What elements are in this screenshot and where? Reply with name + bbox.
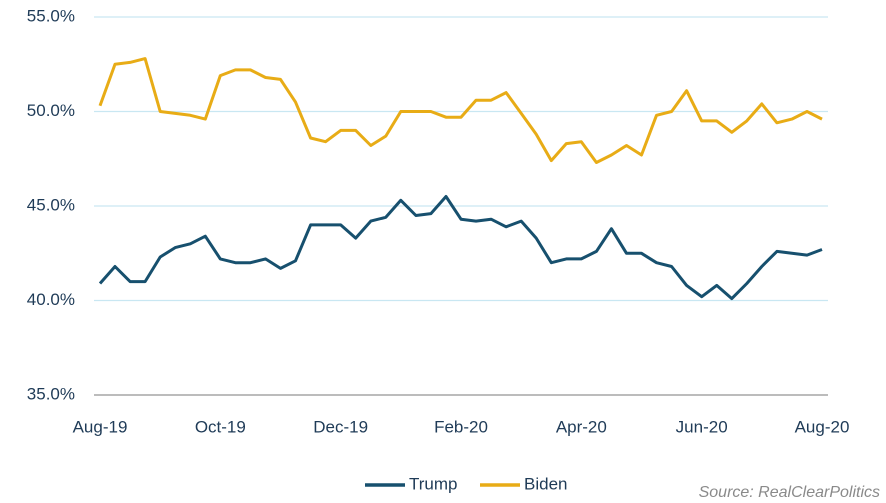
y-tick-label: 40.0% — [27, 290, 75, 309]
x-tick-label: Apr-20 — [556, 417, 607, 436]
legend-label: Biden — [524, 474, 567, 493]
x-tick-label: Dec-19 — [313, 417, 368, 436]
series-line — [98, 57, 823, 164]
legend-label: Trump — [409, 474, 458, 493]
y-tick-label: 55.0% — [27, 6, 75, 25]
x-tick-label: Feb-20 — [434, 417, 488, 436]
x-tick-label: Jun-20 — [676, 417, 728, 436]
y-tick-label: 35.0% — [27, 384, 75, 403]
y-tick-label: 45.0% — [27, 195, 75, 214]
x-tick-label: Aug-19 — [73, 417, 128, 436]
source-note: Source: RealClearPolitics — [699, 484, 880, 501]
x-tick-label: Oct-19 — [195, 417, 246, 436]
series-line — [98, 195, 823, 301]
x-tick-label: Aug-20 — [795, 417, 850, 436]
y-tick-label: 50.0% — [27, 101, 75, 120]
